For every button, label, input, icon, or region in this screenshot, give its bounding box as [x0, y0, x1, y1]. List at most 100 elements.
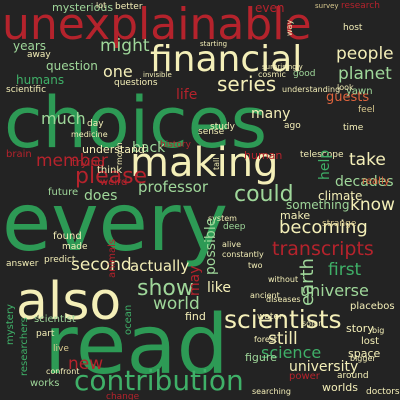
- word: forest: [254, 335, 278, 344]
- word: understand: [82, 143, 145, 156]
- word: even: [255, 1, 285, 15]
- word: worlds: [322, 381, 359, 394]
- word: human: [244, 149, 283, 162]
- word: two: [248, 261, 263, 270]
- word: found: [53, 231, 82, 242]
- word: doctors: [366, 387, 400, 397]
- word: many: [251, 106, 291, 122]
- word: story: [346, 322, 374, 335]
- word: confront: [46, 367, 80, 376]
- word: transcripts: [272, 238, 374, 260]
- word: universe: [300, 281, 369, 300]
- word: making: [130, 140, 279, 186]
- word: make: [280, 209, 311, 222]
- word: tall: [212, 157, 221, 170]
- word: could: [234, 182, 294, 207]
- word: way: [285, 19, 294, 36]
- word: choices: [4, 82, 268, 164]
- word: answer: [6, 259, 39, 269]
- word: contribution: [74, 364, 244, 397]
- word: predict: [44, 255, 76, 265]
- word: professor: [138, 178, 209, 196]
- word: world: [153, 294, 200, 314]
- word: might: [100, 36, 150, 56]
- word: change: [106, 392, 140, 400]
- word: away: [27, 50, 51, 60]
- word: may: [187, 265, 203, 296]
- word: trying: [72, 156, 105, 169]
- word: new: [68, 354, 104, 374]
- word: study: [210, 122, 235, 132]
- word: alive: [222, 240, 242, 249]
- word: telescope: [300, 150, 344, 160]
- word: invisible: [143, 71, 172, 79]
- word: people: [336, 44, 394, 64]
- word: figure: [245, 351, 277, 364]
- word: space: [348, 347, 381, 360]
- word: financial: [150, 39, 303, 80]
- word: searching: [252, 387, 291, 396]
- word: know: [350, 195, 395, 215]
- word: research: [341, 1, 380, 11]
- word: also: [16, 272, 122, 332]
- word: much: [41, 109, 86, 128]
- word: moon: [115, 142, 124, 165]
- word: medicine: [71, 130, 108, 139]
- word: possible: [203, 217, 219, 275]
- word: help: [317, 149, 333, 180]
- word: scientific: [6, 85, 47, 95]
- word: lost: [361, 336, 380, 347]
- word: please: [75, 164, 148, 189]
- word: strange: [322, 219, 357, 229]
- word: read: [44, 298, 229, 393]
- word: question: [46, 59, 98, 73]
- word: yawn: [346, 86, 373, 97]
- word: one: [103, 62, 133, 81]
- word: part: [36, 329, 55, 339]
- word: climate: [318, 189, 363, 203]
- word: history: [160, 140, 191, 150]
- word: bigger: [350, 354, 376, 363]
- word: science: [261, 343, 322, 362]
- word: lot: [96, 1, 107, 10]
- word: sense: [198, 127, 225, 137]
- word: deep: [223, 222, 246, 232]
- word: earth: [297, 258, 318, 306]
- word: constantly: [222, 250, 264, 259]
- word: day: [87, 119, 104, 129]
- word: power: [289, 371, 320, 382]
- word: mystery: [5, 304, 16, 345]
- word: decades: [335, 174, 394, 190]
- word: around: [337, 371, 369, 381]
- word: look: [337, 83, 354, 92]
- word: humans: [16, 73, 65, 87]
- word: every: [2, 176, 229, 269]
- word: questions: [114, 78, 158, 88]
- word: works: [30, 378, 60, 389]
- word: really: [362, 176, 390, 187]
- word: scientist: [34, 314, 76, 325]
- word: survey: [315, 2, 339, 10]
- word: feel: [358, 105, 375, 115]
- word: ocean: [123, 304, 134, 335]
- word: actually: [130, 257, 190, 275]
- word: cosmic: [258, 70, 286, 79]
- word: host: [343, 23, 363, 33]
- word: like: [207, 280, 232, 296]
- word: years: [13, 39, 47, 53]
- word: animals: [107, 238, 118, 278]
- word: scientists: [224, 305, 342, 334]
- word: does: [84, 188, 118, 204]
- word: diseases: [266, 295, 301, 304]
- word: still: [268, 329, 298, 349]
- word: placebos: [350, 301, 395, 312]
- word: water: [257, 312, 283, 322]
- word: unexplainable: [2, 0, 312, 50]
- word: surprisingly: [262, 63, 303, 71]
- word: life: [176, 87, 198, 103]
- word: future: [48, 187, 79, 198]
- word: first: [328, 260, 362, 280]
- word: mysterious: [52, 1, 114, 14]
- word: second: [71, 255, 132, 275]
